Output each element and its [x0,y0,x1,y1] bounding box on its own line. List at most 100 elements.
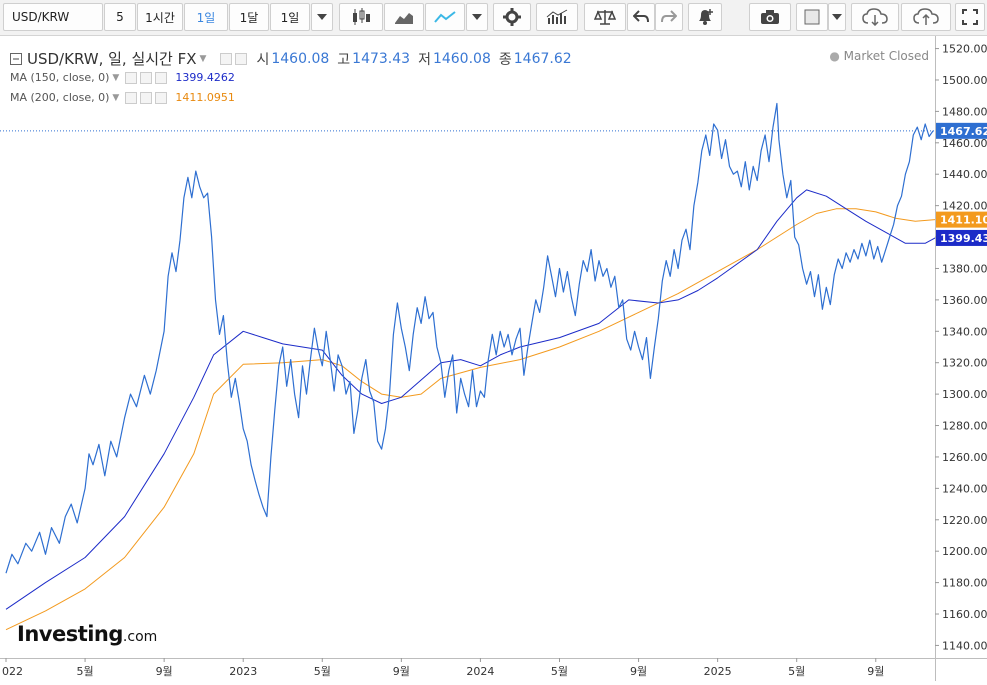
redo-button[interactable] [655,3,683,31]
price-chart[interactable]: 1140.00 1160.00 1180.00 1200.00 1220.00 1240.… [0,36,987,681]
interval-1d-button[interactable]: 1일 [184,3,228,31]
ma150-label: MA (150, close, 0) [10,71,110,84]
y-tick-label: 1200.00 [942,545,987,558]
interval-1h-button[interactable]: 1시간 [137,3,183,31]
y-tick-label: 1440.00 [942,168,987,181]
chart-area[interactable]: 1140.00 1160.00 1180.00 1200.00 1220.00 1240.… [0,36,987,681]
y-tick-label: 1220.00 [942,514,987,527]
line-chart-icon [434,11,456,23]
legend-ma200: MA (200, close, 0) ▼ 1411.0951 [10,91,235,104]
eye-icon[interactable] [125,71,138,84]
y-tick-label: 1340.00 [942,325,987,338]
candles-button[interactable] [339,3,383,31]
y-tick-label: 1460.00 [942,137,987,150]
x-tick-label: 2024 [466,665,494,678]
eye-icon[interactable] [125,91,138,104]
legend-ma150: MA (150, close, 0) ▼ 1399.4262 [10,71,235,84]
gear-icon[interactable] [140,91,153,104]
indicators-icon [546,9,568,24]
market-status-text: Market Closed [843,49,929,63]
x-tick-label: 9월 [393,665,410,678]
y-tick-label: 1280.00 [942,420,987,433]
logo-brand: Investing [17,622,123,646]
undo-button[interactable] [627,3,655,31]
last-price-tag-bg [936,122,987,139]
fullscreen-button[interactable] [955,3,985,31]
gear-icon[interactable] [235,52,248,65]
compare-button[interactable] [584,3,626,31]
chevron-down-icon[interactable]: ▼ [199,53,207,64]
low-label: 저 [418,51,431,68]
settings-button[interactable] [493,3,531,31]
legend-title: USD/KRW, 일, 실시간 FX [27,50,197,68]
x-tick-label: 5월 [314,665,331,678]
alert-button[interactable] [688,3,722,31]
chevron-down-icon[interactable]: ▼ [112,72,120,83]
investing-logo: Investing.com [17,622,157,646]
chart-type-dropdown[interactable] [466,3,488,31]
y-tick-label: 1180.00 [942,577,987,590]
legend-main: USD/KRW, 일, 실시간 FX ▼ 시 1460.08 고 1473.43… [10,48,572,69]
close-icon[interactable] [155,71,168,84]
high-label: 고 [337,51,351,68]
open-label: 시 [256,51,270,68]
redo-icon [661,10,677,23]
line-chart-button[interactable] [425,3,465,31]
gear-icon[interactable] [140,71,153,84]
y-tick-label: 1420.00 [942,200,987,213]
ma150-tag-bg [936,229,987,246]
area-chart-button[interactable] [384,3,424,31]
range-button[interactable]: 1일 [270,3,310,31]
symbol-input[interactable]: USD/KRW [3,3,103,31]
download-button[interactable] [851,3,899,31]
x-tick-label: 2023 [229,665,257,678]
last-price-tag: 1467.62 [940,125,987,138]
close-label: 종 [498,51,512,68]
y-tick-label: 1520.00 [942,43,987,56]
chevron-down-icon[interactable]: ▼ [112,92,120,103]
ma150-series-line [5,189,936,610]
y-tick-label: 1500.00 [942,74,987,87]
chevron-down-icon [832,14,842,20]
range-dropdown[interactable] [311,3,333,31]
interval-5-button[interactable]: 5 [104,3,136,31]
scale-icon [594,10,616,25]
gear-icon [503,8,521,26]
close-value: 1467.62 [513,50,572,67]
indicators-button[interactable] [536,3,578,31]
bell-plus-icon [699,9,713,25]
collapse-icon[interactable] [10,52,22,65]
y-tick-label: 1260.00 [942,451,987,464]
logo-suffix: .com [122,629,158,645]
high-value: 1473.43 [352,50,411,67]
eye-icon[interactable] [220,52,233,65]
x-tick-label: 5월 [77,665,94,678]
color-picker-button[interactable] [796,3,828,31]
market-status: ● Market Closed [829,49,929,63]
upload-button[interactable] [901,3,951,31]
x-tick-label: 9월 [630,665,647,678]
interval-1mo-button[interactable]: 1달 [229,3,269,31]
close-icon[interactable] [155,91,168,104]
y-tick-label: 1480.00 [942,105,987,118]
area-chart-icon [395,13,413,24]
y-tick-label: 1160.00 [942,608,987,621]
y-tick-label: 1320.00 [942,357,987,370]
x-tick-label: 5월 [788,665,805,678]
y-tick-label: 1140.00 [942,639,987,652]
plot-background [0,36,935,658]
cloud-download-icon [862,8,888,26]
y-tick-label: 1380.00 [942,262,987,275]
x-tick-label: 022 [2,665,23,678]
screenshot-button[interactable] [749,3,791,31]
y-tick-label: 1300.00 [942,388,987,401]
y-tick-label: 1360.00 [942,294,987,307]
ma200-label: MA (200, close, 0) [10,91,110,104]
color-swatch-icon [804,9,820,25]
undo-icon [633,10,649,23]
chevron-down-icon [472,14,482,20]
chart-toolbar: USD/KRW 5 1시간 1일 1달 1일 [0,0,987,36]
ma200-series-line [5,208,936,631]
color-dropdown[interactable] [828,3,846,31]
ma150-tag: 1399.43 [940,232,987,245]
